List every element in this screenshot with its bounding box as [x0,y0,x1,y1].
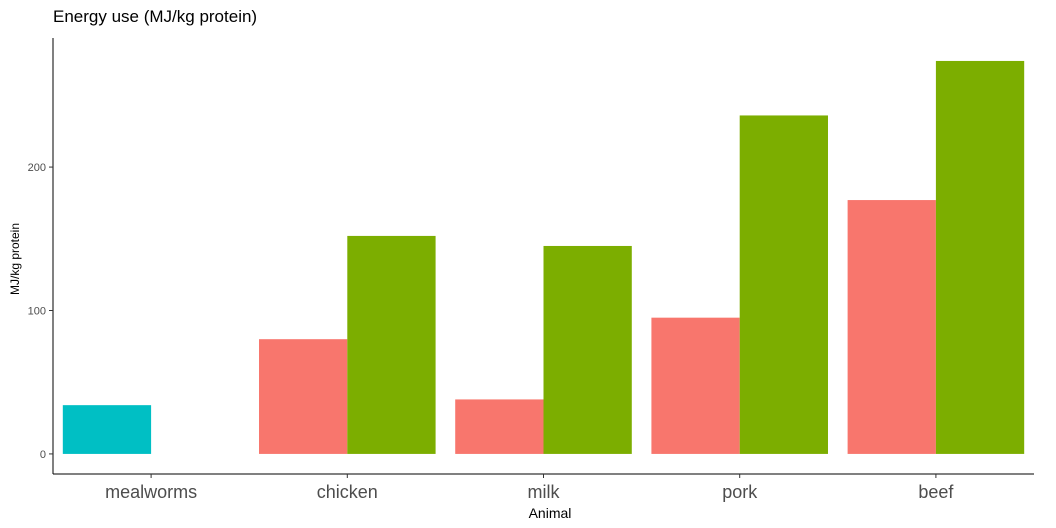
bar-pork-series-3 [739,115,828,454]
bar-chicken-series-3 [347,235,436,454]
y-tick-label-0: 0 [40,449,46,461]
bar-milk-series-3 [543,245,632,454]
bar-pork-series-2 [651,317,740,454]
y-tick-label-100: 100 [28,306,46,318]
bar-milk-series-2 [455,399,544,454]
bar-beef-series-2 [847,200,936,454]
y-axis-label: MJ/kg protein [8,223,22,295]
bar-mealworms-series-1 [62,405,152,454]
bar-beef-series-3 [935,60,1025,454]
x-tick-label-milk: milk [528,482,561,502]
x-axis-label: Animal [529,505,572,521]
y-tick-label-200: 200 [28,162,46,174]
y-axis-ticks: 0 100 200 [28,162,53,461]
chart-title: Energy use (MJ/kg protein) [53,7,257,26]
x-axis-ticks: mealworms chicken milk pork beef [105,474,954,502]
plot-area [62,60,1025,454]
bar-chicken-series-2 [259,339,348,454]
x-tick-label-mealworms: mealworms [105,482,197,502]
x-tick-label-pork: pork [722,482,758,502]
x-tick-label-chicken: chicken [317,482,378,502]
x-tick-label-beef: beef [918,482,954,502]
